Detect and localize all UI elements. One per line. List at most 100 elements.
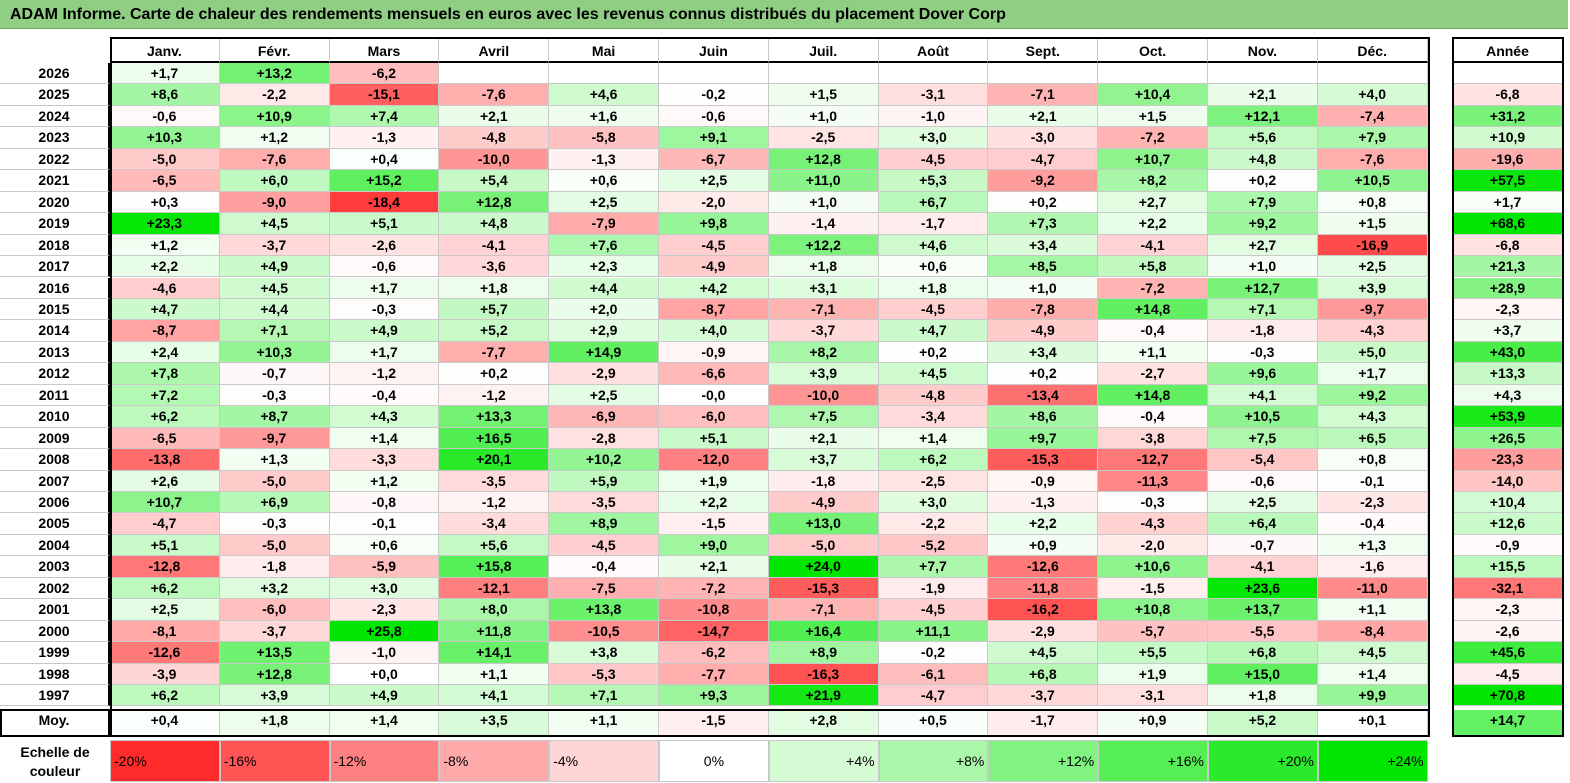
- heatmap-cell: +2,2: [1098, 213, 1208, 235]
- heatmap-cell: -0,3: [1208, 341, 1318, 364]
- heatmap-cell: -2,0: [659, 191, 769, 214]
- heatmap-cell: -5,4: [1208, 449, 1318, 471]
- heatmap-cell: +12,1: [1208, 105, 1318, 128]
- heatmap-cell: -1,2: [439, 492, 550, 514]
- heatmap-cell: -0,3: [329, 298, 440, 321]
- year-label: 2025: [0, 84, 110, 106]
- heatmap-cell: +7,8: [110, 363, 220, 385]
- heatmap-cell: +13,2: [219, 63, 330, 85]
- heatmap-cell: -12,1: [439, 577, 550, 600]
- heatmap-cell: -4,3: [1098, 513, 1208, 535]
- year-label: 2012: [0, 363, 110, 385]
- heatmap-cell: -10,5: [549, 620, 659, 643]
- year-label: 2006: [0, 492, 110, 514]
- heatmap-cell: -5,0: [768, 534, 879, 557]
- heatmap-cell: +4,7: [878, 320, 989, 342]
- heatmap-cell: +2,0: [549, 298, 659, 321]
- heatmap-cell: +2,5: [549, 384, 659, 407]
- heatmap-cell: -9,2: [988, 170, 1099, 192]
- average-cell: +2,8: [768, 709, 879, 736]
- annual-header: Année: [1452, 37, 1564, 63]
- heatmap-cell: -0,7: [1208, 534, 1318, 557]
- heatmap-cell: [1098, 63, 1208, 85]
- heatmap-cell: -16,9: [1317, 234, 1428, 257]
- heatmap-cell: -0,2: [659, 84, 769, 106]
- heatmap-cell: +0,0: [329, 663, 440, 686]
- heatmap-cell: +4,7: [110, 298, 220, 321]
- heatmap-cell: +1,1: [1317, 599, 1428, 621]
- color-scale-label-line2: couleur: [29, 763, 81, 779]
- month-header-12: Déc.: [1317, 37, 1428, 63]
- heatmap-cell: -5,2: [878, 534, 989, 557]
- heatmap-cell: +4,5: [988, 642, 1099, 664]
- average-cell: +1,8: [219, 709, 330, 736]
- year-label: 2007: [0, 470, 110, 492]
- heatmap-cell: +6,0: [219, 170, 330, 192]
- month-header-5: Mai: [549, 37, 659, 63]
- heatmap-cell: +1,5: [768, 84, 879, 106]
- heatmap-cell: -6,0: [219, 599, 330, 621]
- average-cell: -1,5: [659, 709, 769, 736]
- month-header-1: Janv.: [110, 37, 220, 63]
- heatmap-cell: +7,5: [1208, 427, 1318, 450]
- year-label: 2018: [0, 234, 110, 257]
- heatmap-cell: -7,8: [988, 298, 1099, 321]
- heatmap-cell: -0,6: [329, 256, 440, 278]
- year-label: 2019: [0, 213, 110, 235]
- heatmap-cell: +2,3: [549, 256, 659, 278]
- heatmap-cell: -2,9: [549, 363, 659, 385]
- color-scale-step: +16%: [1098, 740, 1208, 782]
- heatmap-cell: -15,1: [329, 84, 440, 106]
- heatmap-cell: -13,8: [110, 449, 220, 471]
- heatmap-cell: -7,9: [549, 213, 659, 235]
- heatmap-cell: -1,4: [768, 213, 879, 235]
- annual-cell: -14,0: [1452, 470, 1564, 492]
- heatmap-cell: +0,9: [988, 534, 1099, 557]
- heatmap-cell: -3,7: [768, 320, 879, 342]
- heatmap-cell: -11,8: [988, 577, 1099, 600]
- heatmap-cell: +4,3: [1317, 406, 1428, 428]
- chart-title: ADAM Informe. Carte de chaleur des rende…: [0, 0, 1568, 29]
- heatmap-cell: +2,2: [988, 513, 1099, 535]
- year-label: 2013: [0, 341, 110, 364]
- heatmap-cell: +0,6: [549, 170, 659, 192]
- annual-cell: +28,9: [1452, 277, 1564, 299]
- heatmap-cell: +13,5: [219, 642, 330, 664]
- year-label: 2008: [0, 449, 110, 471]
- heatmap-cell: -0,2: [878, 642, 989, 664]
- heatmap-cell: +2,1: [988, 105, 1099, 128]
- heatmap-cell: -1,7: [878, 213, 989, 235]
- heatmap-cell: +3,0: [329, 577, 440, 600]
- annual-cell: -32,1: [1452, 577, 1564, 600]
- annual-average-cell: +14,7: [1452, 709, 1564, 736]
- heatmap-cell: +9,2: [1317, 384, 1428, 407]
- color-scale-step: +20%: [1208, 740, 1318, 782]
- heatmap-cell: +11,1: [878, 620, 989, 643]
- color-scale-step: -16%: [219, 740, 330, 782]
- color-scale-step: +8%: [878, 740, 989, 782]
- heatmap-cell: -2,5: [768, 127, 879, 149]
- heatmap-cell: +8,6: [110, 84, 220, 106]
- heatmap-cell: -4,9: [988, 320, 1099, 342]
- heatmap-cell: -1,3: [988, 492, 1099, 514]
- heatmap-cell: +14,8: [1098, 384, 1208, 407]
- heatmap-cell: +8,2: [768, 341, 879, 364]
- heatmap-cell: +5,1: [659, 427, 769, 450]
- month-header-3: Mars: [329, 37, 440, 63]
- heatmap-cell: +1,1: [439, 663, 550, 686]
- heatmap-cell: -4,8: [878, 384, 989, 407]
- annual-cell: +57,5: [1452, 170, 1564, 192]
- heatmap-cell: +1,5: [1317, 213, 1428, 235]
- heatmap-cell: -4,6: [110, 277, 220, 299]
- annual-cell: -2,6: [1452, 620, 1564, 643]
- year-label: 2001: [0, 599, 110, 621]
- heatmap-cell: +14,1: [439, 642, 550, 664]
- annual-cell: +12,6: [1452, 513, 1564, 535]
- heatmap-cell: +8,0: [439, 599, 550, 621]
- heatmap-cell: +7,2: [110, 384, 220, 407]
- heatmap-cell: +2,7: [1208, 234, 1318, 257]
- heatmap-cell: +1,3: [219, 449, 330, 471]
- heatmap-cell: +1,4: [878, 427, 989, 450]
- heatmap-cell: -2,8: [549, 427, 659, 450]
- year-label: 2026: [0, 63, 110, 85]
